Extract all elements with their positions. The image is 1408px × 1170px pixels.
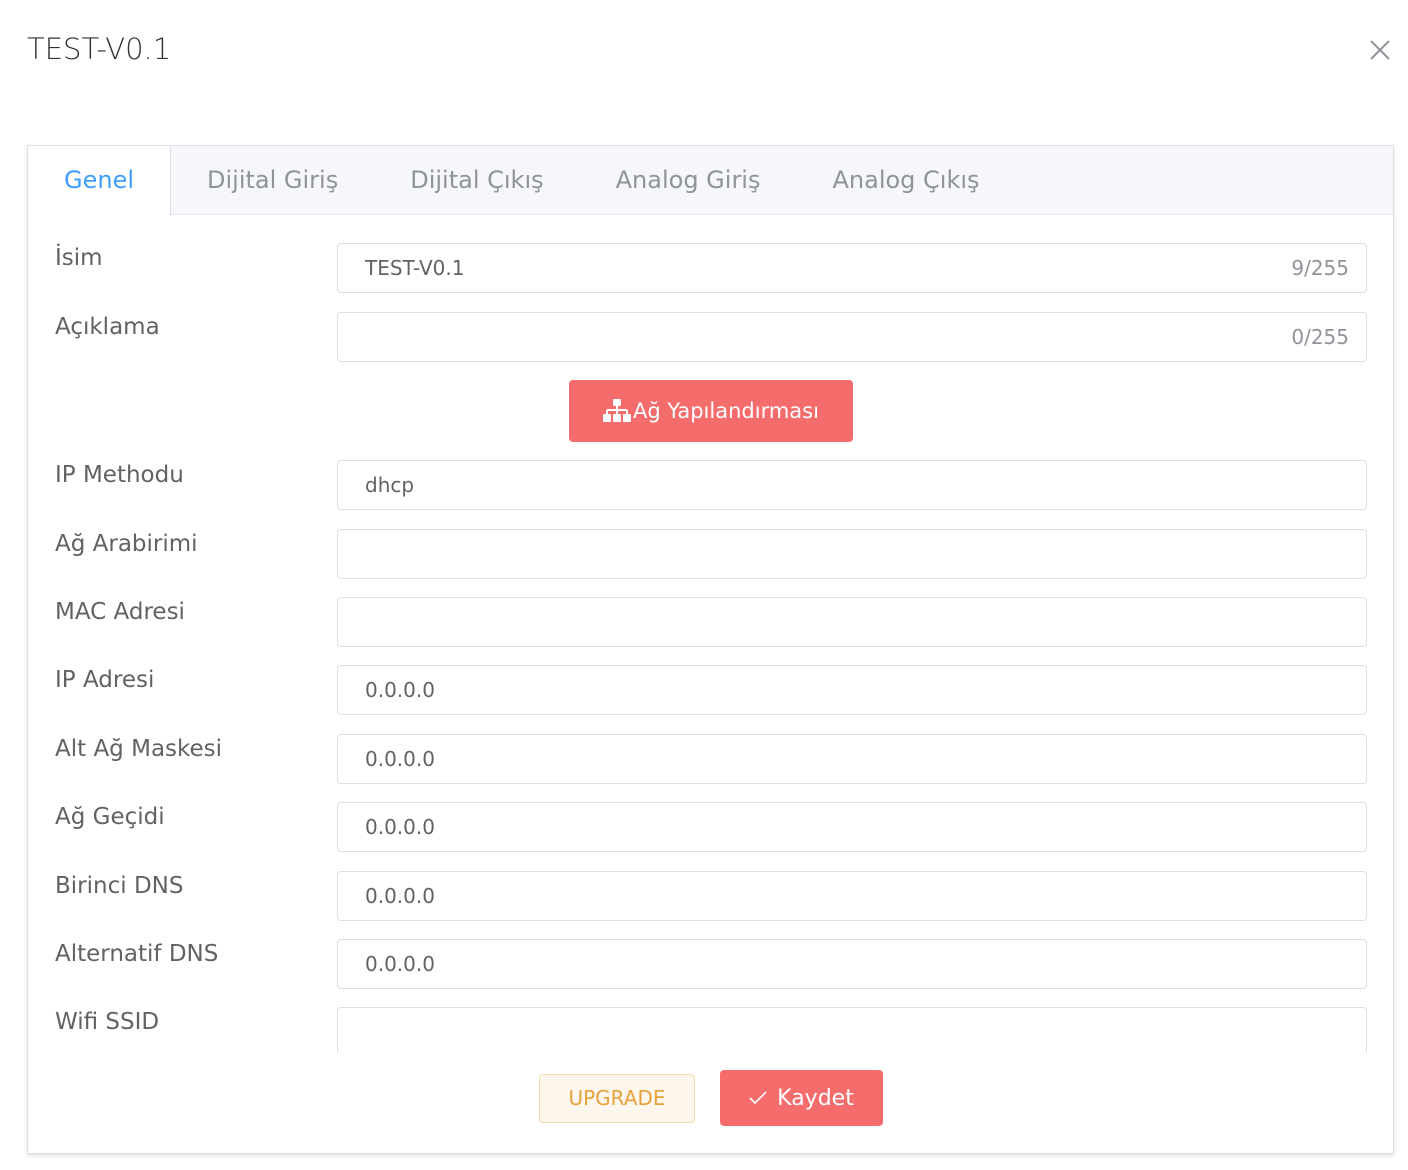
gateway-input[interactable]: 0.0.0.0: [337, 802, 1367, 852]
ip-method-label: IP Methodu: [55, 462, 184, 488]
wifi-ssid-input[interactable]: [337, 1007, 1367, 1052]
ip-method-input[interactable]: dhcp: [337, 460, 1367, 510]
dns2-label: Alternatif DNS: [55, 941, 219, 967]
tab-dijital-cikis[interactable]: Dijital Çıkış: [410, 166, 544, 194]
tab-panel: Genel Dijital Giriş Dijital Çıkış Analog…: [27, 145, 1394, 1154]
interface-label: Ağ Arabirimi: [55, 531, 198, 557]
tab-bar: Genel Dijital Giriş Dijital Çıkış Analog…: [28, 146, 1393, 216]
upgrade-button[interactable]: UPGRADE: [539, 1074, 695, 1123]
tab-genel[interactable]: Genel: [28, 146, 172, 216]
dns1-label: Birinci DNS: [55, 873, 184, 899]
ip-input[interactable]: 0.0.0.0: [337, 665, 1367, 715]
check-icon: [749, 1091, 767, 1105]
name-count: 9/255: [1291, 256, 1349, 280]
gateway-label: Ağ Geçidi: [55, 804, 165, 830]
dialog-title: TEST-V0.1: [27, 32, 172, 66]
sitemap-icon: [603, 399, 632, 422]
description-input[interactable]: 0/255: [337, 312, 1367, 362]
dns1-input[interactable]: 0.0.0.0: [337, 871, 1367, 921]
save-button[interactable]: Kaydet: [720, 1070, 883, 1126]
general-form: İsim TEST-V0.1 9/255 Açıklama 0/255 Ağ Ya…: [28, 216, 1393, 1052]
subnet-input[interactable]: 0.0.0.0: [337, 734, 1367, 784]
wifi-ssid-label: Wifi SSID: [55, 1009, 160, 1035]
mac-label: MAC Adresi: [55, 599, 185, 625]
ip-label: IP Adresi: [55, 667, 155, 693]
description-count: 0/255: [1291, 325, 1349, 349]
subnet-label: Alt Ağ Maskesi: [55, 736, 223, 762]
tab-analog-giris[interactable]: Analog Giriş: [615, 166, 761, 194]
network-config-button[interactable]: Ağ Yapılandırması: [569, 380, 853, 442]
dns2-input[interactable]: 0.0.0.0: [337, 939, 1367, 989]
name-label: İsim: [55, 245, 103, 271]
tab-analog-cikis[interactable]: Analog Çıkış: [832, 166, 980, 194]
save-label: Kaydet: [777, 1085, 854, 1111]
description-label: Açıklama: [55, 314, 160, 340]
name-input[interactable]: TEST-V0.1 9/255: [337, 243, 1367, 293]
mac-input[interactable]: [337, 597, 1367, 647]
tab-dijital-giris[interactable]: Dijital Giriş: [207, 166, 339, 194]
network-config-label: Ağ Yapılandırması: [633, 399, 819, 423]
interface-input[interactable]: [337, 529, 1367, 579]
name-value: TEST-V0.1: [365, 256, 465, 280]
close-icon[interactable]: [1366, 36, 1394, 64]
